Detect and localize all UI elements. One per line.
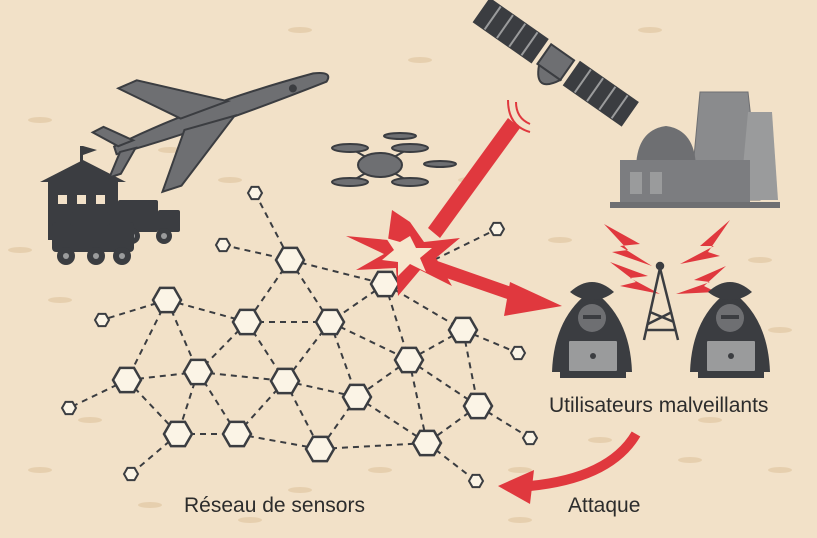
sand-speck [408, 57, 432, 63]
network-link [356, 396, 428, 444]
power-plant-icon [610, 91, 780, 208]
sand-speck [588, 437, 612, 443]
lightning-icon [604, 220, 730, 294]
sensor-node-icon [488, 221, 506, 237]
sensor-node-icon [162, 420, 194, 448]
sensor-node-icon [304, 435, 336, 463]
sand-speck [368, 467, 392, 473]
sand-speck [8, 247, 32, 253]
sand-speck [78, 417, 102, 423]
sand-speck [238, 517, 262, 523]
sand-speck [138, 502, 162, 508]
sensor-node-icon [122, 466, 140, 482]
sand-speck [748, 257, 772, 263]
sand-speck [508, 517, 532, 523]
sand-speck [768, 467, 792, 473]
sand-speck [48, 297, 72, 303]
sensor-node-icon [274, 246, 306, 274]
sand-speck [218, 177, 242, 183]
sensor-node-icon [246, 185, 264, 201]
sand-speck [698, 417, 722, 423]
sand-texture [8, 27, 792, 523]
sensor-network-label: Réseau de sensors [184, 494, 365, 517]
network-link [384, 228, 498, 285]
network-link [289, 259, 386, 285]
malicious-users-label: Utilisateurs malveillants [549, 394, 769, 417]
sensor-node-icon [111, 366, 143, 394]
sensor-node-icon [221, 420, 253, 448]
sensor-node-icon [314, 308, 346, 336]
attack-arrow-icon [498, 431, 641, 504]
network-link [329, 321, 410, 361]
sensor-node-icon [411, 429, 443, 457]
sensor-node-icon [214, 237, 232, 253]
sand-speck [28, 467, 52, 473]
sensor-node-icon [462, 392, 494, 420]
network-link [166, 299, 248, 323]
network-link [254, 192, 291, 261]
sensor-node-icon [231, 308, 263, 336]
sensor-node-icon [269, 367, 301, 395]
laptop-icon [560, 339, 626, 378]
sensor-node-icon [369, 270, 401, 298]
sand-speck [678, 457, 702, 463]
explosion-icon [346, 210, 460, 296]
sand-speck [508, 467, 532, 473]
surveillance-drone-icon [90, 72, 330, 194]
sensor-node-icon [151, 286, 183, 314]
sensor-node-icon [521, 430, 539, 446]
sand-speck [288, 487, 312, 493]
sensor-node-icon [60, 400, 78, 416]
sensor-node-icon [509, 345, 527, 361]
network-link [384, 283, 464, 331]
sensor-nodes [60, 185, 539, 489]
sensor-node-icon [393, 346, 425, 374]
sensor-node-icon [93, 312, 111, 328]
network-link [319, 442, 428, 450]
sensor-node-icon [467, 473, 485, 489]
satellite-icon [472, 0, 639, 127]
sand-speck [288, 27, 312, 33]
military-vehicle-icon [52, 212, 134, 265]
sand-speck [548, 237, 572, 243]
radio-tower-icon [642, 261, 680, 341]
network-link [408, 359, 479, 407]
sand-speck [638, 27, 662, 33]
sand-speck [28, 117, 52, 123]
laptop-icon [698, 339, 764, 378]
sensor-node-icon [182, 358, 214, 386]
sensor-node-icon [341, 383, 373, 411]
network-link [462, 329, 519, 354]
network-link [408, 359, 428, 444]
attack-label: Attaque [568, 494, 641, 517]
sensor-node-icon [447, 316, 479, 344]
signal-waves-icon [507, 99, 531, 133]
sand-speck [768, 327, 792, 333]
quadcopter-drone-icon [331, 132, 457, 187]
